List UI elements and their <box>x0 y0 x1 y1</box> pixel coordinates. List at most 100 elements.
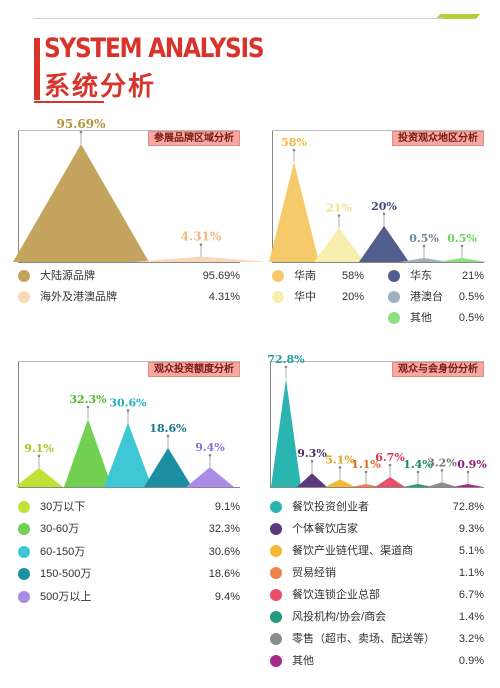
legend-value: 18.6% <box>208 568 240 581</box>
legend-label: 餐饮连锁企业总部 <box>292 589 380 601</box>
legend-value: 5.1% <box>458 545 484 557</box>
legend-swatch <box>18 291 30 303</box>
legend-swatch <box>272 291 284 303</box>
legend-value: 0.5% <box>458 291 484 303</box>
chart-title-badge: 投资观众地区分析 <box>392 131 484 146</box>
legend-item: 其他 0.9% <box>270 653 484 669</box>
legend-swatch <box>270 501 282 513</box>
legend-value: 9.1% <box>214 501 240 513</box>
legend-item: 零售（超市、卖场、配送等） 3.2% <box>270 631 484 647</box>
chart-investment-amount: 观众投资额度分析 9.1% 32.3% 30.6% 18.6% 9.4% 30万以下 9.1%… <box>15 355 240 688</box>
legend-item: 贸易经销 1.1% <box>270 565 484 581</box>
data-label: 1.1% <box>351 458 381 471</box>
title-accent-bar <box>34 38 40 100</box>
legend-item: 餐饮连锁企业总部 6.7% <box>270 587 484 603</box>
peak-mark <box>325 479 355 487</box>
legend-value: 9.3% <box>458 523 484 535</box>
legend-label: 其他 <box>410 312 432 324</box>
peak-mark <box>271 379 301 487</box>
legend-item: 30-60万 32.3% <box>18 521 240 537</box>
legend-item: 30万以下 9.1% <box>18 499 240 515</box>
peak-mark <box>351 484 381 487</box>
data-label: 30.6% <box>109 397 147 410</box>
legend-item: 华南 58% <box>272 268 364 284</box>
leader-dot <box>466 470 470 474</box>
legend-label: 大陆源品牌 <box>40 270 95 282</box>
data-label: 9.4% <box>195 441 225 454</box>
leader-dot <box>86 405 90 409</box>
data-label: 95.69% <box>57 117 107 131</box>
legend-item: 餐饮投资创业者 72.8% <box>270 499 484 515</box>
data-label: 21% <box>326 202 352 215</box>
leader-dot <box>338 466 342 469</box>
peak-mark <box>399 258 449 262</box>
legend-label: 华南 <box>294 270 316 282</box>
peak-mark <box>186 467 234 487</box>
legend-item: 个体餐饮店家 9.3% <box>270 521 484 537</box>
legend-label: 港澳台 <box>410 291 443 303</box>
legend-label: 60-150万 <box>40 545 86 558</box>
top-divider <box>34 18 444 19</box>
peak-mark <box>427 482 457 487</box>
legend-value: 3.2% <box>458 633 484 645</box>
legend-item: 华东 21% <box>388 268 484 284</box>
legend-swatch <box>388 270 400 282</box>
peak-mark <box>104 422 152 487</box>
legend-value: 1.4% <box>458 611 484 623</box>
legend-label: 个体餐饮店家 <box>292 523 358 535</box>
peak-mark <box>297 473 327 487</box>
leader-dot <box>460 244 464 248</box>
legend-item: 其他 0.5% <box>388 310 484 326</box>
legend-swatch <box>18 590 30 603</box>
leader-dot <box>388 463 392 467</box>
legend-label: 30-60万 <box>40 523 80 536</box>
legend-swatch <box>388 312 400 324</box>
legend-swatch <box>270 567 282 579</box>
legend-label: 华中 <box>294 291 316 303</box>
legend-label: 风投机构/协会/商会 <box>292 611 387 623</box>
chart-title-badge: 观众与会身份分析 <box>392 362 484 377</box>
peak-mark <box>359 225 409 262</box>
legend-swatch <box>18 270 30 282</box>
data-label: 72.8% <box>267 353 305 366</box>
data-label: 18.6% <box>149 422 187 435</box>
data-label: 32.3% <box>69 393 107 406</box>
leader-dot <box>337 214 341 217</box>
leader-dot <box>284 365 288 369</box>
legend-value: 21% <box>461 270 484 282</box>
chart-title-badge: 观众投资额度分析 <box>148 362 240 377</box>
legend-item: 风投机构/协会/商会 1.4% <box>270 609 484 625</box>
chart-visitor-region: 投资观众地区分析 58% 21% 20% 0.5% 0.5% 华南 58% 华中 20% 华东 21%… <box>269 118 487 463</box>
peak-mark <box>144 447 192 487</box>
data-label: 20% <box>371 200 397 213</box>
legend-item: 150-500万 18.6% <box>18 566 240 582</box>
legend-value: 1.1% <box>458 567 484 579</box>
legend-label: 500万以上 <box>40 590 92 603</box>
legend-swatch <box>270 523 282 535</box>
legend-swatch <box>270 589 282 601</box>
page-title-en: SYSTEM ANALYSIS <box>44 33 265 64</box>
legend-swatch <box>272 270 284 282</box>
peak-mark <box>314 227 364 262</box>
peak-mark <box>15 467 63 487</box>
chart-plot: 58% 21% 20% 0.5% 0.5% <box>269 130 487 263</box>
data-label: 0.5% <box>409 232 439 245</box>
legend-value: 0.5% <box>458 312 484 324</box>
chart-visitor-identity: 观众与会身份分析 72.8% 9.3% 5.1% 1.1% 6.7% 1.4% 3.2% 0.9… <box>267 353 487 688</box>
leader-dot <box>422 244 426 248</box>
data-label: 4.31% <box>181 230 222 244</box>
chart-plot: 95.69% 4.31% <box>13 117 269 263</box>
legend-label: 150-500万 <box>40 568 92 581</box>
leader-dot <box>37 454 41 458</box>
data-label: 5.1% <box>325 453 355 466</box>
legend-value: 4.31% <box>208 291 240 303</box>
legend-value: 95.69% <box>202 270 240 282</box>
legend-label: 餐饮投资创业者 <box>292 501 369 513</box>
legend-item: 海外及港澳品牌 4.31% <box>18 289 240 305</box>
legend-swatch <box>388 291 400 303</box>
data-label: 9.1% <box>24 442 54 455</box>
legend-item: 港澳台 0.5% <box>388 289 484 305</box>
leader-dot <box>310 459 314 463</box>
legend-value: 9.4% <box>214 590 240 603</box>
title-underline <box>34 101 104 103</box>
